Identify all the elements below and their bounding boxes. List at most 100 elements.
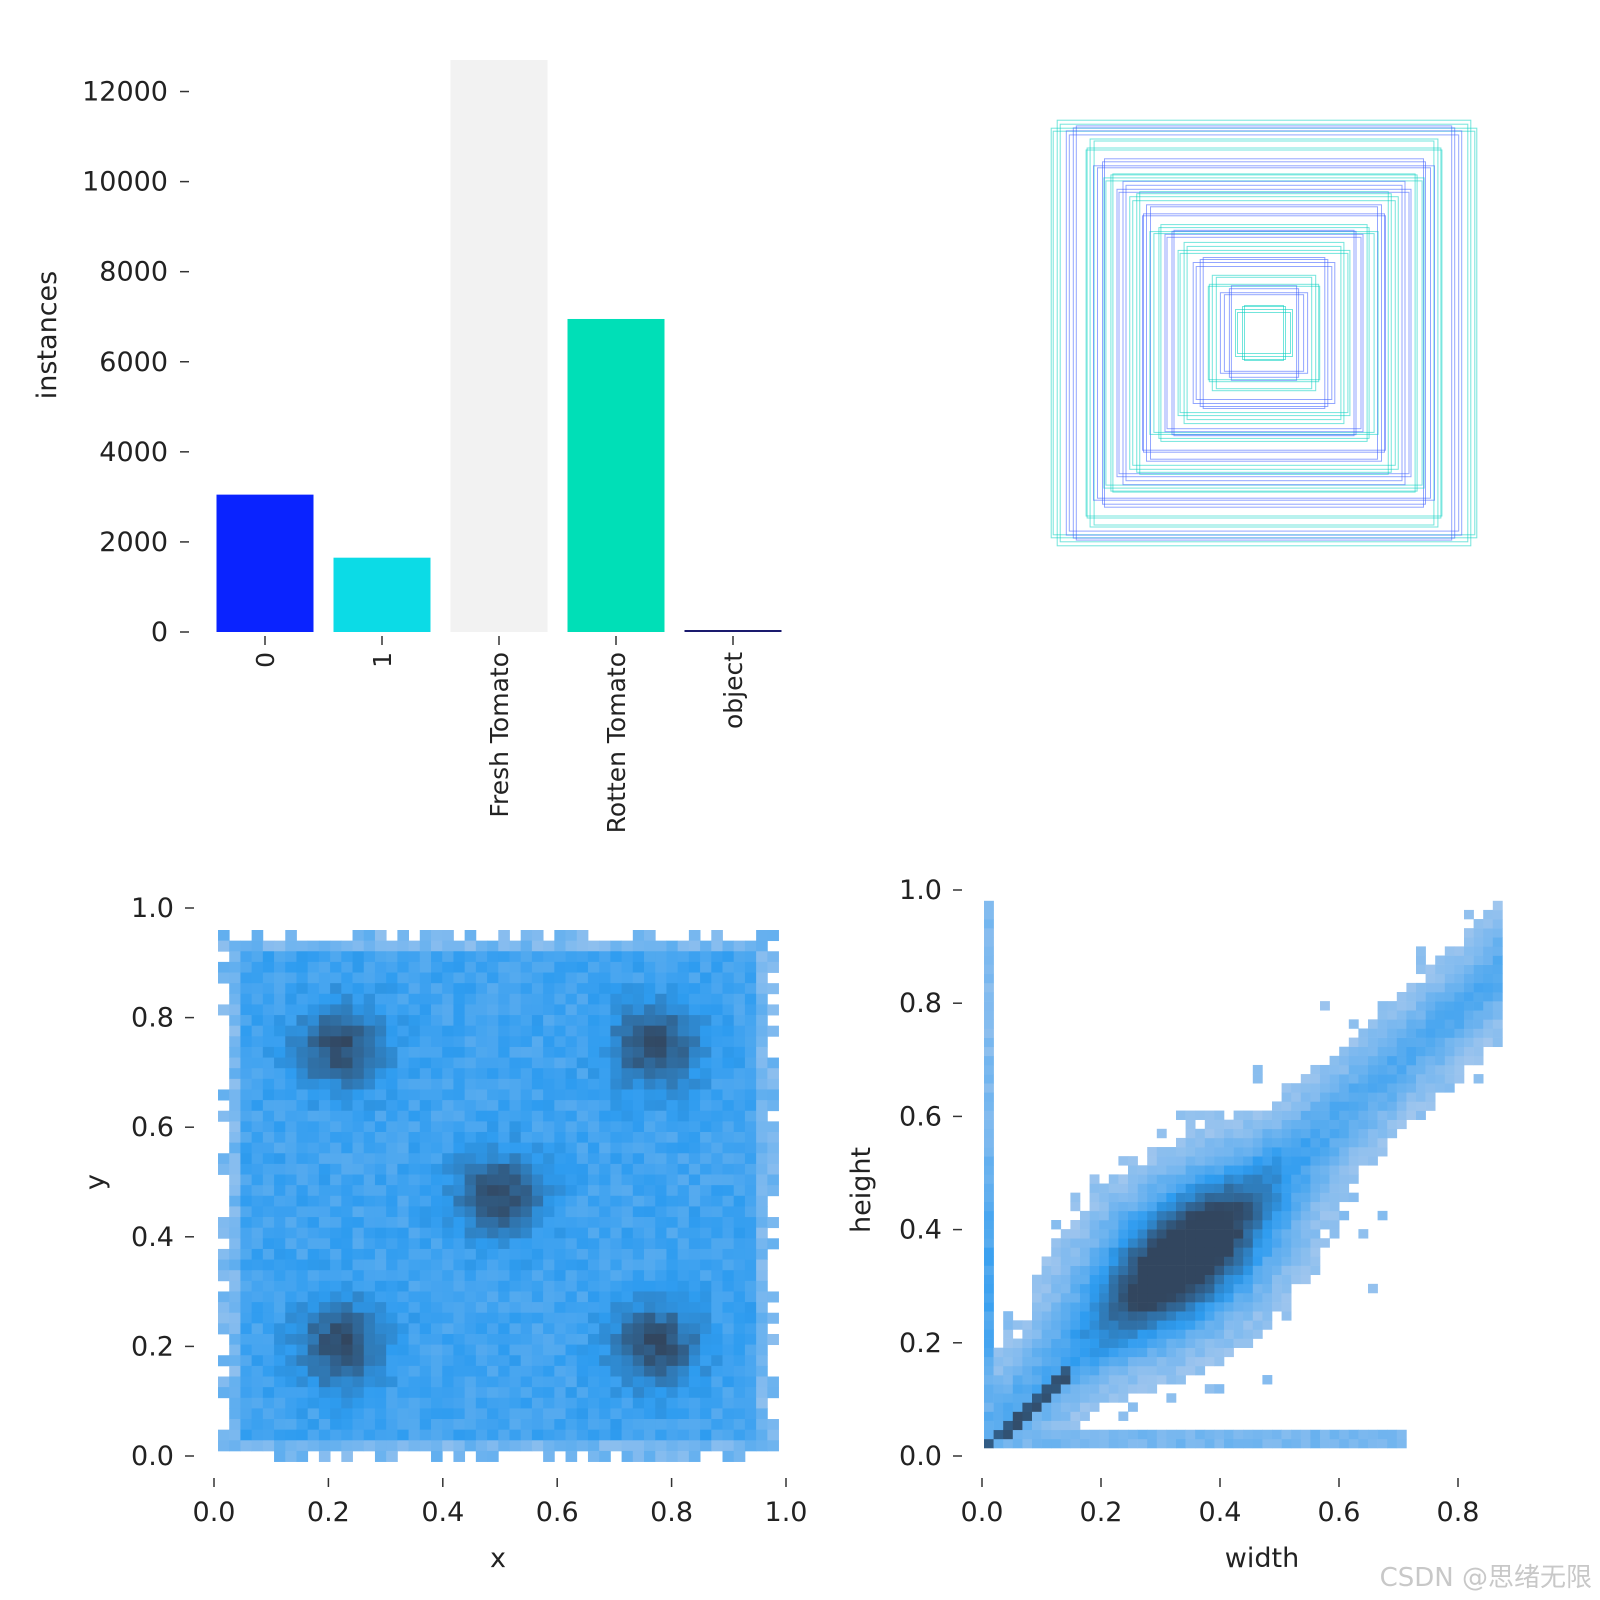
- xy-cell: [554, 1387, 566, 1399]
- xy-cell: [621, 1185, 634, 1197]
- xy-cell: [621, 1259, 634, 1271]
- xy-cell: [408, 1068, 421, 1080]
- xy-cell: [733, 951, 746, 963]
- xy-cell: [655, 1185, 667, 1197]
- xy-cell: [531, 1440, 544, 1452]
- xy-cell: [386, 1344, 398, 1356]
- xy-cell: [565, 1259, 578, 1271]
- xy-cell: [576, 1302, 589, 1314]
- wh-cell: [984, 1365, 994, 1376]
- xy-cell: [700, 1333, 712, 1346]
- xy-cell: [621, 1333, 634, 1346]
- xy-cell: [756, 1280, 768, 1292]
- xy-cell: [621, 1046, 634, 1058]
- xy-cell: [341, 1036, 353, 1048]
- xy-cell: [543, 1142, 555, 1154]
- xy-cell: [374, 1302, 387, 1314]
- xy-cell: [453, 1429, 466, 1441]
- xy-cell: [251, 1387, 264, 1399]
- xy-cell: [767, 961, 779, 973]
- xy-cell: [554, 1365, 566, 1377]
- xy-cell: [285, 1025, 297, 1037]
- wh-cell: [1185, 1220, 1196, 1230]
- wh-cell: [1262, 1183, 1273, 1193]
- xy-cell: [442, 1131, 454, 1144]
- xy-cell: [218, 1089, 230, 1101]
- wh-cell: [1051, 1365, 1062, 1376]
- wh-cell: [1176, 1210, 1186, 1221]
- xy-cell: [655, 1355, 667, 1367]
- xy-cell: [520, 1068, 533, 1080]
- bounding-box: [1093, 140, 1435, 526]
- xy-cell: [733, 1376, 746, 1388]
- xy-cell: [307, 1185, 320, 1197]
- xy-cell: [307, 1015, 320, 1027]
- xy-cell: [397, 1429, 409, 1441]
- xy-cell: [565, 1387, 578, 1399]
- xy-cell: [677, 1238, 690, 1250]
- wh-cell: [1156, 1156, 1167, 1166]
- xy-cell: [352, 1248, 365, 1260]
- xy-cell: [531, 1429, 544, 1441]
- xy-cell: [700, 1174, 712, 1186]
- xy-cell: [644, 1046, 656, 1058]
- xy-cell: [262, 1270, 275, 1282]
- x-tick-label: 0.0: [193, 1497, 236, 1528]
- xy-cell: [318, 1291, 331, 1303]
- wh-cell: [1387, 1429, 1398, 1440]
- xy-cell: [442, 1206, 454, 1218]
- wh-cell: [1387, 1083, 1398, 1093]
- wh-cell: [1243, 1220, 1254, 1230]
- xy-cell: [744, 1291, 757, 1303]
- wh-cell: [1310, 1083, 1321, 1093]
- xy-cell: [644, 1387, 656, 1399]
- xy-cell: [487, 1057, 499, 1069]
- wh-cell: [1089, 1375, 1100, 1385]
- xy-cell: [363, 1227, 376, 1239]
- xy-cell: [565, 961, 578, 973]
- bounding-box: [1192, 262, 1336, 404]
- xy-cell: [744, 1227, 757, 1239]
- xy-cell: [397, 1270, 409, 1282]
- xy-cell: [386, 1323, 398, 1335]
- wh-cell: [1243, 1201, 1254, 1212]
- wh-cell: [1281, 1274, 1292, 1285]
- xy-cell: [610, 1153, 623, 1165]
- wh-cell: [1156, 1247, 1167, 1257]
- xy-cell: [431, 1110, 443, 1122]
- xy-cell: [621, 1131, 634, 1144]
- xy-cell: [240, 972, 253, 984]
- wh-cell: [1300, 1229, 1311, 1239]
- wh-cell: [1243, 1147, 1254, 1157]
- wh-cell: [1291, 1174, 1302, 1184]
- wh-cell: [1262, 1247, 1273, 1257]
- wh-cell: [1195, 1229, 1206, 1239]
- xy-cell: [341, 1302, 353, 1314]
- xy-cell: [251, 1397, 264, 1409]
- xy-cell: [744, 951, 757, 963]
- xy-cell: [363, 1280, 376, 1292]
- wh-cell: [1003, 1311, 1014, 1321]
- wh-cell: [1032, 1365, 1042, 1376]
- xy-cell: [610, 972, 623, 984]
- wh-cell: [1041, 1356, 1052, 1367]
- wh-cell: [1473, 1028, 1484, 1038]
- wh-cell: [1099, 1393, 1110, 1403]
- xy-cell: [431, 1142, 443, 1154]
- xy-cell: [240, 1291, 253, 1303]
- wh-cell: [984, 1283, 994, 1294]
- xy-cell: [285, 1248, 297, 1260]
- xy-cell: [733, 1270, 746, 1282]
- xy-cell: [352, 1089, 365, 1101]
- xy-cell: [408, 1344, 421, 1356]
- xy-cell: [363, 1333, 376, 1346]
- xy-cell: [386, 1259, 398, 1271]
- xy-cell: [688, 1078, 701, 1090]
- xy-cell: [565, 951, 578, 963]
- xy-cell: [632, 1408, 645, 1420]
- bounding-box: [1105, 180, 1423, 486]
- xy-cell: [475, 993, 488, 1005]
- wh-cell: [1118, 1156, 1129, 1166]
- xy-cell: [587, 1333, 600, 1346]
- wh-cell: [1176, 1365, 1186, 1376]
